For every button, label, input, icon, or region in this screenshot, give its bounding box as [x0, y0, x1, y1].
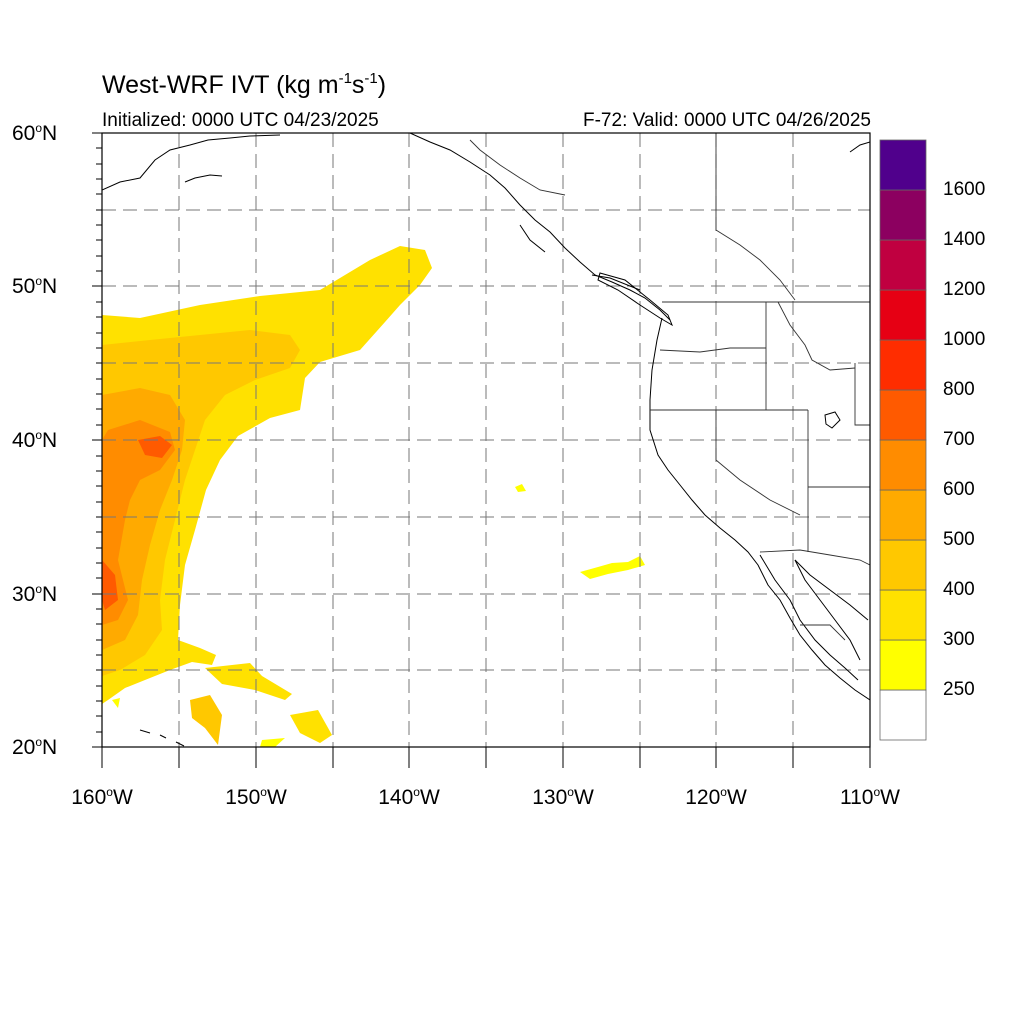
ivt-blob-tropical-1: [205, 663, 292, 700]
colorbar-tick-label: 800: [943, 379, 975, 400]
colorbar-tick-label: 400: [943, 579, 975, 600]
colorbar-tick-label: 250: [943, 679, 975, 700]
alaska-canada-border: [469, 139, 566, 196]
lat-label-30: 30oN: [12, 582, 58, 606]
alaska-coast: [102, 134, 281, 191]
colorbar-swatch: [879, 489, 927, 541]
colorbar-tick-label: 600: [943, 479, 975, 500]
ne-corner-coast: [849, 141, 870, 153]
lat-label-60: 60oN: [12, 121, 58, 145]
colorbar-tick-label: 300: [943, 629, 975, 650]
colorbar-swatch: [879, 389, 927, 441]
hawaii-islands: [139, 729, 185, 747]
ivt-patch-east-1: [580, 556, 645, 579]
lat-label-50: 50oN: [12, 274, 58, 298]
political-borders: [469, 133, 870, 641]
mexico-states: [800, 624, 846, 641]
colorbar-tick-label: 500: [943, 529, 975, 550]
ivt-shading-700b: [102, 560, 118, 610]
colorbar-tick-label: 1000: [943, 329, 986, 350]
ivt-shading-600: [102, 420, 175, 625]
colorbar-swatch: [879, 539, 927, 591]
ivt-blob-tropical-5: [112, 698, 120, 708]
ivt-shading-700: [138, 436, 172, 458]
graticule: [102, 133, 870, 747]
idaho-montana: [777, 301, 856, 371]
utah-wyoming: [854, 363, 870, 426]
map-title: West-WRF IVT (kg m-1s-1): [102, 70, 387, 99]
us-mexico-border: [759, 549, 870, 566]
lon-label-150w: 150oW: [225, 785, 287, 809]
california-nevada: [715, 410, 801, 516]
colorbar-swatch: [879, 139, 927, 191]
valid-time: F-72: Valid: 0000 UTC 04/26/2025: [583, 110, 871, 131]
colorbar: [879, 139, 927, 741]
ivt-patch-east-2: [515, 484, 526, 492]
lat-ticks: [92, 132, 102, 748]
colorbar-swatch: [879, 589, 927, 641]
colorbar-tick-label: 700: [943, 429, 975, 450]
baja-peninsula: [759, 554, 861, 681]
ivt-blob-tropical-2: [190, 695, 222, 745]
lon-label-160w: 160oW: [71, 785, 133, 809]
colorbar-swatch: [879, 189, 927, 241]
colorbar-tick-label: 1400: [943, 229, 986, 250]
ivt-blob-tropical-3: [290, 710, 332, 743]
colorbar-swatch: [879, 439, 927, 491]
colorbar-tick-label: 1200: [943, 279, 986, 300]
colorbar-swatch: [879, 289, 927, 341]
lon-label-130w: 130oW: [532, 785, 594, 809]
ivt-field: [102, 246, 645, 747]
lat-label-40: 40oN: [12, 428, 58, 452]
colorbar-swatch: [879, 689, 927, 741]
vancouver-island: [597, 272, 674, 327]
lon-label-110w: 110oW: [840, 785, 900, 809]
colorbar-swatch: [879, 339, 927, 391]
west-coast-us: [649, 317, 870, 701]
ivt-blob-tropical-4: [260, 738, 285, 747]
colorbar-swatch: [879, 639, 927, 691]
bc-islands: [519, 224, 641, 291]
lon-label-120w: 120oW: [685, 785, 747, 809]
washington-oregon: [659, 347, 766, 353]
colorbar-swatch: [879, 239, 927, 291]
lat-label-20: 20oN: [12, 735, 58, 759]
initialized-time: Initialized: 0000 UTC 04/23/2025: [102, 110, 379, 131]
gulf-of-california-east: [794, 559, 869, 621]
lon-ticks: [101, 747, 871, 768]
alberta-bc-border: [715, 133, 796, 301]
great-salt-lake: [824, 411, 841, 429]
lon-label-140w: 140oW: [378, 785, 440, 809]
colorbar-tick-label: 1600: [943, 179, 986, 200]
coastlines: [102, 133, 870, 747]
se-alaska-coast: [409, 133, 671, 321]
aleutian-island: [184, 174, 223, 183]
